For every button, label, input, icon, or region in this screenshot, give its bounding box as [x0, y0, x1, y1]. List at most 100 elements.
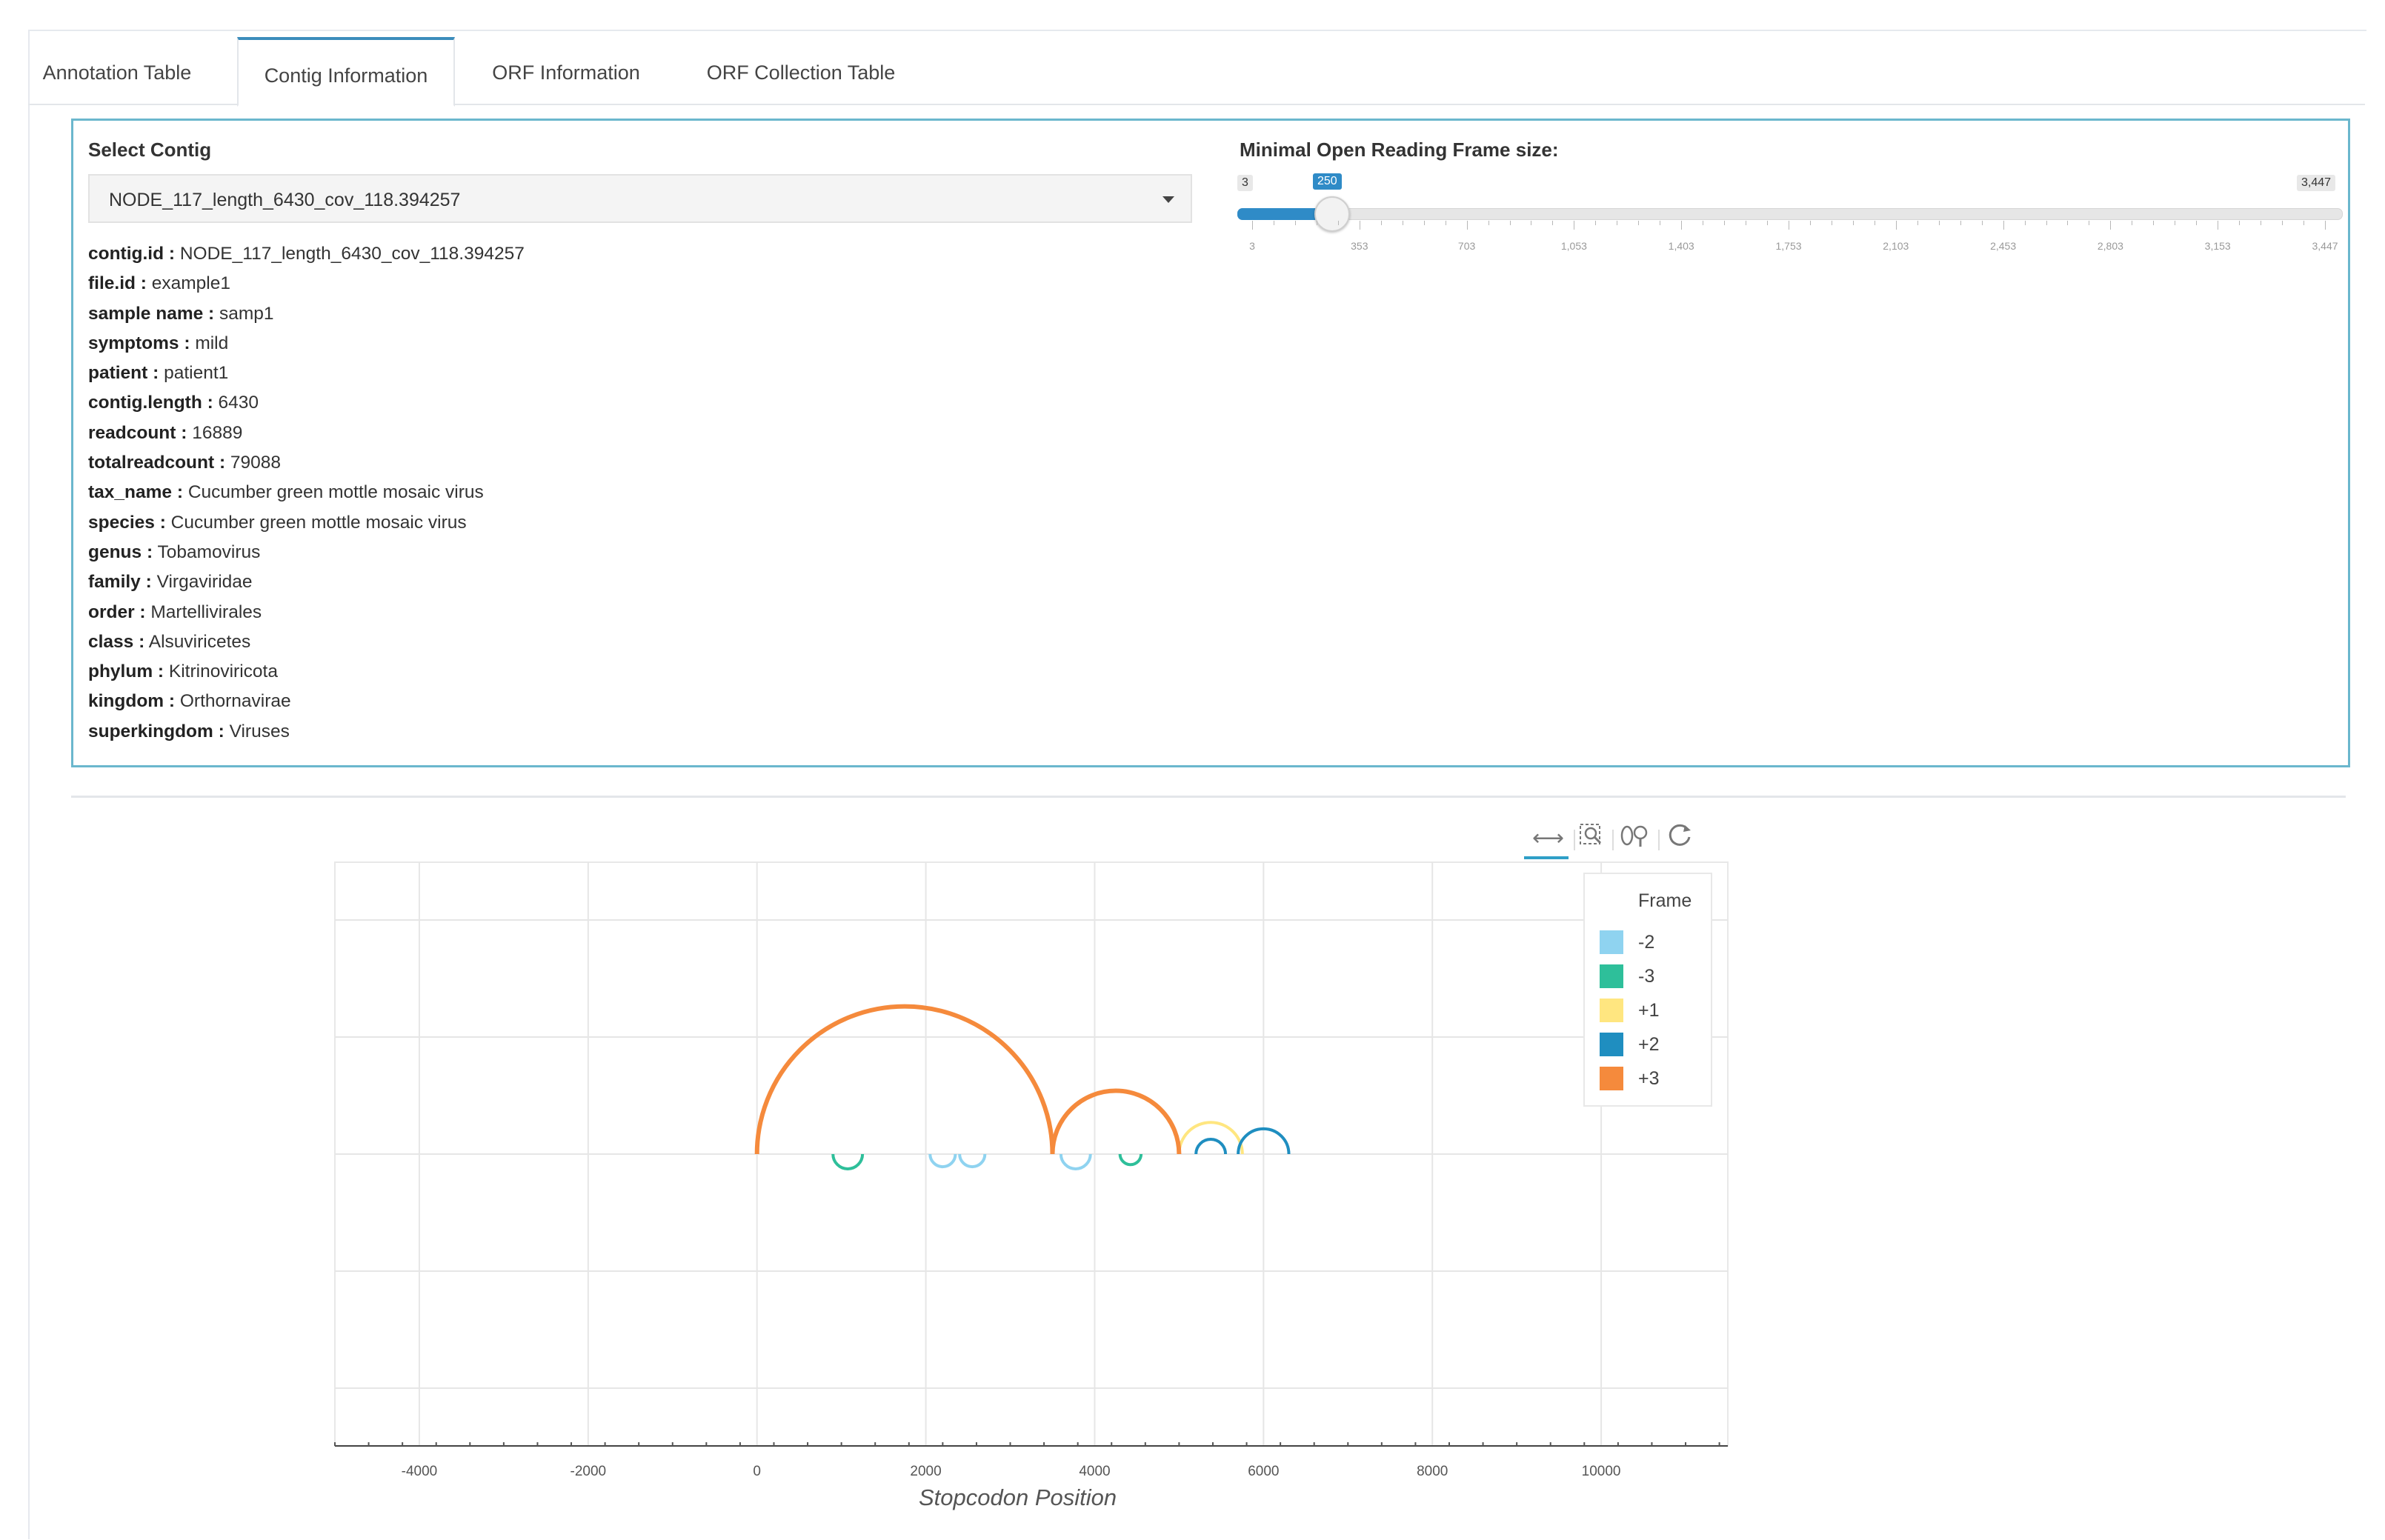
contig-info-key: sample name :	[88, 303, 215, 324]
contig-info-row: kingdom : Orthornavirae	[88, 687, 525, 716]
contig-info-box: Select Contig NODE_117_length_6430_cov_1…	[71, 119, 2350, 767]
slider-tick-label: 1,753	[1775, 240, 1802, 252]
slider-tick-label: 2,103	[1883, 240, 1909, 252]
slider-minor-tick	[1724, 221, 1726, 225]
reset-icon[interactable]	[1666, 821, 1694, 855]
slider-minor-tick	[1960, 221, 1961, 225]
contig-info-value: Orthornavirae	[175, 691, 291, 712]
slider-tick-label: 3	[1249, 240, 1255, 252]
tab-bar: Annotation Table Contig Information ORF …	[28, 33, 2365, 107]
legend-swatch	[1600, 1067, 1623, 1090]
legend-swatch	[1600, 964, 1623, 988]
slider-minor-tick	[2282, 221, 2283, 225]
legend-label: +2	[1638, 1034, 1660, 1055]
slider-minor-tick	[1595, 221, 1597, 225]
legend-swatch	[1600, 999, 1623, 1022]
contig-info-row: patient : patient1	[88, 359, 525, 388]
chart-arcs	[757, 1007, 1291, 1170]
box-zoom-icon[interactable]	[1578, 822, 1605, 855]
toolbar-separator	[1574, 830, 1575, 850]
contig-info-key: readcount :	[88, 422, 187, 443]
legend-label: +3	[1638, 1068, 1660, 1089]
slider-minor-tick	[2024, 221, 2026, 225]
contig-info-value: NODE_117_length_6430_cov_118.394257	[175, 244, 525, 264]
contig-info-key: kingdom :	[88, 691, 176, 712]
slider-minor-tick	[1337, 221, 1339, 225]
x-tick-label: 10000	[1582, 1464, 1621, 1479]
pan-icon[interactable]: ⟷	[1532, 826, 1565, 850]
contig-info-row: contig.length : 6430	[88, 388, 525, 418]
chart-x-axis: -4000 -2000 0 2000 4000 6000 8000 10000	[334, 1442, 1728, 1479]
slider-minor-tick	[2046, 221, 2047, 225]
contig-info-key: family :	[88, 572, 152, 593]
contig-info-value: Martellivirales	[145, 601, 262, 622]
contig-select[interactable]: NODE_117_length_6430_cov_118.394257	[88, 174, 1192, 223]
contig-info-row: species : Cucumber green mottle mosaic v…	[88, 508, 525, 538]
contig-info-row: tax_name : Cucumber green mottle mosaic …	[88, 478, 525, 507]
contig-info-key: symptoms :	[88, 333, 190, 353]
slider-tick-label: 2,803	[2097, 240, 2123, 252]
toolbar-separator	[1658, 830, 1660, 850]
tab-annotation-table[interactable]: Annotation Table	[42, 61, 192, 84]
contig-info-value: Alsuviricetes	[144, 631, 251, 652]
orf-arc-frame--2	[928, 1153, 957, 1168]
contig-info-row: superkingdom : Viruses	[88, 717, 525, 747]
contig-info-key: order :	[88, 601, 146, 622]
slider-minor-tick	[1488, 221, 1489, 225]
slider-minor-tick	[1638, 221, 1640, 225]
contig-info-key: patient :	[88, 363, 159, 384]
x-tick-label: -2000	[571, 1464, 607, 1479]
x-tick-label: 2000	[910, 1464, 941, 1479]
orf-arc-frame-+1	[1177, 1121, 1244, 1155]
x-tick-label: -4000	[402, 1464, 438, 1479]
slider-minor-tick	[1981, 221, 1983, 225]
slider-value-label: 250	[1313, 173, 1342, 190]
slider-minor-tick	[1509, 221, 1511, 225]
orf-arc-frame--2	[1059, 1153, 1092, 1170]
slider-minor-tick	[1938, 221, 1940, 225]
contig-info-key: superkingdom :	[88, 721, 224, 741]
contig-info-row: totalreadcount : 79088	[88, 448, 525, 478]
x-tick-label: 8000	[1417, 1464, 1448, 1479]
contig-info-value: example1	[146, 273, 230, 294]
contig-info-row: sample name : samp1	[88, 299, 525, 329]
slider-max-label: 3,447	[2297, 175, 2336, 191]
contig-info-key: contig.length :	[88, 393, 213, 413]
orf-arc-frame--2	[958, 1153, 987, 1168]
legend-label: -2	[1638, 932, 1655, 953]
orf-size-slider-handle[interactable]	[1314, 196, 1350, 232]
orf-arc-frame-+2	[1194, 1138, 1228, 1155]
contig-info-value: Cucumber green mottle mosaic virus	[183, 482, 484, 503]
legend-swatch	[1600, 930, 1623, 954]
contig-info-key: contig.id :	[88, 244, 176, 264]
x-tick-label: 0	[753, 1464, 761, 1479]
slider-tick	[2325, 221, 2326, 230]
orf-arc-frame-+3	[1050, 1088, 1182, 1155]
slider-tick-label: 703	[1457, 240, 1476, 252]
legend-label: -3	[1638, 966, 1655, 987]
slider-tick-label: 3,153	[2204, 240, 2231, 252]
slider-minor-tick	[2239, 221, 2241, 225]
orf-size-label: Minimal Open Reading Frame size:	[1240, 139, 1559, 161]
wheel-zoom-icon[interactable]	[1620, 822, 1652, 855]
contig-info-value: 79088	[225, 453, 282, 473]
contig-info-value: Cucumber green mottle mosaic virus	[165, 512, 467, 533]
contig-info-value: Viruses	[224, 721, 290, 741]
contig-info-row: genus : Tobamovirus	[88, 538, 525, 567]
contig-info-value: mild	[190, 333, 229, 353]
slider-tick	[2003, 221, 2004, 230]
slider-minor-tick	[2153, 221, 2155, 225]
x-tick-label: 4000	[1079, 1464, 1110, 1479]
chart-legend: Frame -2 -3 +1 +2 +3	[1583, 873, 1712, 1107]
slider-minor-tick	[1809, 221, 1811, 225]
slider-tick-label: 1,053	[1560, 240, 1587, 252]
slider-minor-tick	[1423, 221, 1425, 225]
tab-orf-collection-table[interactable]: ORF Collection Table	[706, 61, 896, 84]
tab-contig-information[interactable]: Contig Information	[237, 37, 455, 107]
slider-min-label: 3	[1237, 175, 1253, 191]
contig-info-row: family : Virgaviridae	[88, 567, 525, 597]
slider-minor-tick	[1767, 221, 1769, 225]
contig-info-row: file.id : example1	[88, 269, 525, 299]
tab-orf-information[interactable]: ORF Information	[492, 61, 640, 84]
slider-tick-label: 3,447	[2312, 240, 2338, 252]
